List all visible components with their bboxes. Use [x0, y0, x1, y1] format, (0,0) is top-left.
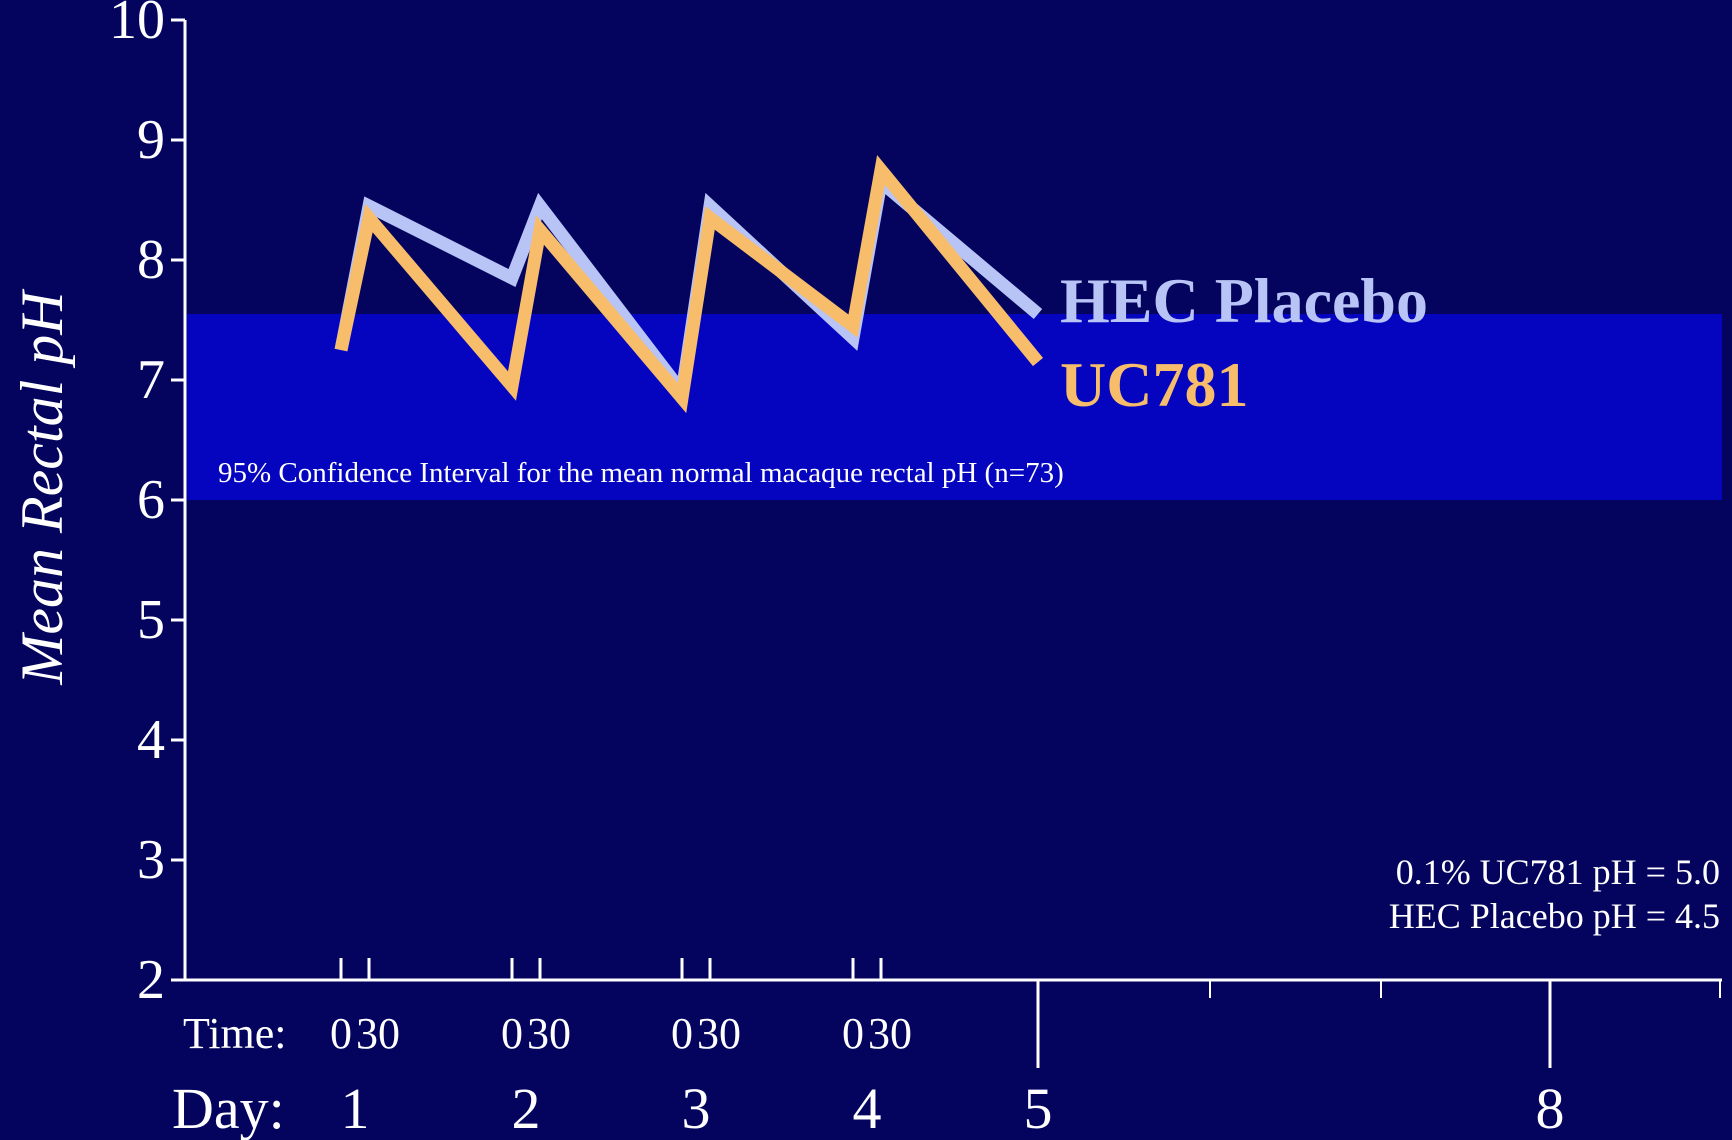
time-tick-label: 30 [527, 1009, 571, 1058]
annotation-uc781-ph: 0.1% UC781 pH = 5.0 [1396, 852, 1720, 892]
time-tick-label: 30 [868, 1009, 912, 1058]
time-tick-label: 0 [671, 1009, 693, 1058]
time-tick-label: 0 [501, 1009, 523, 1058]
time-tick-label: 0 [330, 1009, 352, 1058]
confidence-interval-band [187, 314, 1722, 500]
series-line-uc781 [334, 154, 1044, 414]
day-tick-label: 5 [1024, 1076, 1053, 1140]
annotation-placebo-ph: HEC Placebo pH = 4.5 [1389, 896, 1720, 936]
y-tick-label: 7 [137, 349, 165, 411]
y-tick-label: 10 [109, 0, 165, 51]
time-label: Time: [183, 1009, 287, 1058]
y-tick-label: 5 [137, 589, 165, 651]
time-tick-label: 30 [697, 1009, 741, 1058]
y-tick-label: 6 [137, 469, 165, 531]
y-tick-label: 9 [137, 109, 165, 171]
legend-uc781: UC781 [1060, 349, 1248, 420]
axes [171, 18, 1722, 1068]
y-tick-label: 4 [137, 709, 165, 771]
day-tick-label: 4 [853, 1076, 882, 1140]
y-tick-label: 8 [137, 229, 165, 291]
day-tick-label: 2 [512, 1076, 541, 1140]
day-tick-label: 8 [1536, 1076, 1565, 1140]
y-tick-labels: 2 3 4 5 6 7 8 9 10 [109, 0, 165, 1011]
day-tick-label: 3 [682, 1076, 711, 1140]
y-tick-label: 3 [137, 829, 165, 891]
y-tick-label: 2 [137, 949, 165, 1011]
time-tick-label: 30 [356, 1009, 400, 1058]
series-lines [334, 154, 1044, 414]
day-label: Day: [172, 1076, 285, 1140]
time-tick-label: 0 [842, 1009, 864, 1058]
legend-hec-placebo: HEC Placebo [1060, 265, 1428, 336]
confidence-interval-label: 95% Confidence Interval for the mean nor… [218, 457, 1064, 489]
day-tick-label: 1 [341, 1076, 370, 1140]
y-axis-label: Mean Rectal pH [9, 288, 75, 686]
